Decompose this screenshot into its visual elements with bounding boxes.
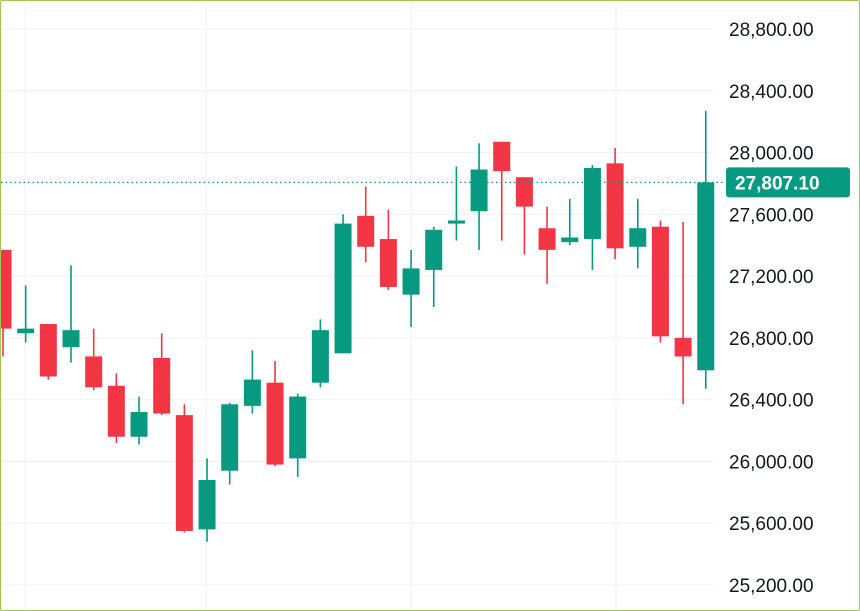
candle xyxy=(130,396,148,445)
candle-body xyxy=(357,215,375,247)
candle xyxy=(425,226,443,307)
candle-body xyxy=(130,412,148,437)
candle-body xyxy=(85,356,103,388)
candle-body xyxy=(39,323,57,377)
candle-body xyxy=(651,226,669,337)
candle xyxy=(515,177,533,255)
candle xyxy=(289,393,307,477)
candle-body xyxy=(266,382,284,465)
candle xyxy=(1,249,12,357)
candle xyxy=(493,141,511,241)
candle xyxy=(357,186,375,263)
candle-body xyxy=(198,479,216,530)
candle xyxy=(470,143,488,250)
y-tick-label: 25,200.00 xyxy=(729,576,814,597)
y-tick-label: 26,800.00 xyxy=(729,329,814,350)
y-tick-label: 25,600.00 xyxy=(729,514,814,535)
candle-body xyxy=(243,379,261,406)
candle xyxy=(538,206,556,284)
candle-body xyxy=(515,177,533,207)
candle xyxy=(379,209,397,291)
candle-body xyxy=(561,237,579,243)
candle xyxy=(39,323,57,380)
candle-body xyxy=(425,229,443,270)
candle xyxy=(606,147,624,260)
candle xyxy=(243,350,261,414)
y-tick-label: 26,400.00 xyxy=(729,391,814,412)
candle-body xyxy=(379,239,397,287)
current-price-badge xyxy=(726,167,850,198)
candle xyxy=(561,198,579,246)
candle-body xyxy=(697,182,715,371)
y-tick-label: 28,400.00 xyxy=(729,82,814,103)
candle xyxy=(651,220,669,343)
current-price-label: 27,807.10 xyxy=(735,173,820,194)
candle-body xyxy=(153,357,171,414)
candle xyxy=(153,333,171,416)
candle-body xyxy=(402,268,420,295)
candle xyxy=(62,265,80,363)
y-tick-label: 27,200.00 xyxy=(729,267,814,288)
candle-body xyxy=(629,228,647,247)
candle xyxy=(85,328,103,391)
candle xyxy=(107,373,125,443)
candle xyxy=(198,458,216,542)
y-tick-label: 27,600.00 xyxy=(729,205,814,226)
candle-body xyxy=(17,328,35,334)
candle xyxy=(334,214,352,354)
y-axis: 28,800.00 28,400.00 28,000.00 27,600.00 27,2… xyxy=(729,20,814,597)
candle xyxy=(583,164,601,270)
candle-body xyxy=(447,220,465,224)
candle-body xyxy=(334,223,352,354)
candle xyxy=(629,198,647,269)
y-tick-label: 26,000.00 xyxy=(729,452,814,473)
candle xyxy=(17,285,35,343)
candle xyxy=(175,404,193,533)
candles xyxy=(1,110,715,542)
candle-body xyxy=(221,404,239,471)
candle-body xyxy=(470,169,488,212)
candle-body xyxy=(62,330,80,348)
candle xyxy=(266,361,284,467)
candle-body xyxy=(107,385,125,437)
candle xyxy=(674,222,692,405)
candle xyxy=(447,166,465,241)
candle-body xyxy=(493,141,511,172)
candle-body xyxy=(674,337,692,357)
candle xyxy=(221,402,239,485)
candle-body xyxy=(1,249,12,329)
candle xyxy=(402,249,420,328)
grid xyxy=(1,1,713,610)
candle-body xyxy=(606,163,624,249)
y-tick-label: 28,800.00 xyxy=(729,20,814,41)
current-price-line: 27,807.10 xyxy=(1,167,850,198)
y-tick-label: 28,000.00 xyxy=(729,144,814,165)
candle-body xyxy=(175,415,193,531)
candle xyxy=(697,110,715,389)
candle-body xyxy=(289,396,307,459)
candle xyxy=(311,319,329,388)
candle-body xyxy=(538,228,556,250)
candle-body xyxy=(311,330,329,383)
candle-body xyxy=(583,168,601,240)
